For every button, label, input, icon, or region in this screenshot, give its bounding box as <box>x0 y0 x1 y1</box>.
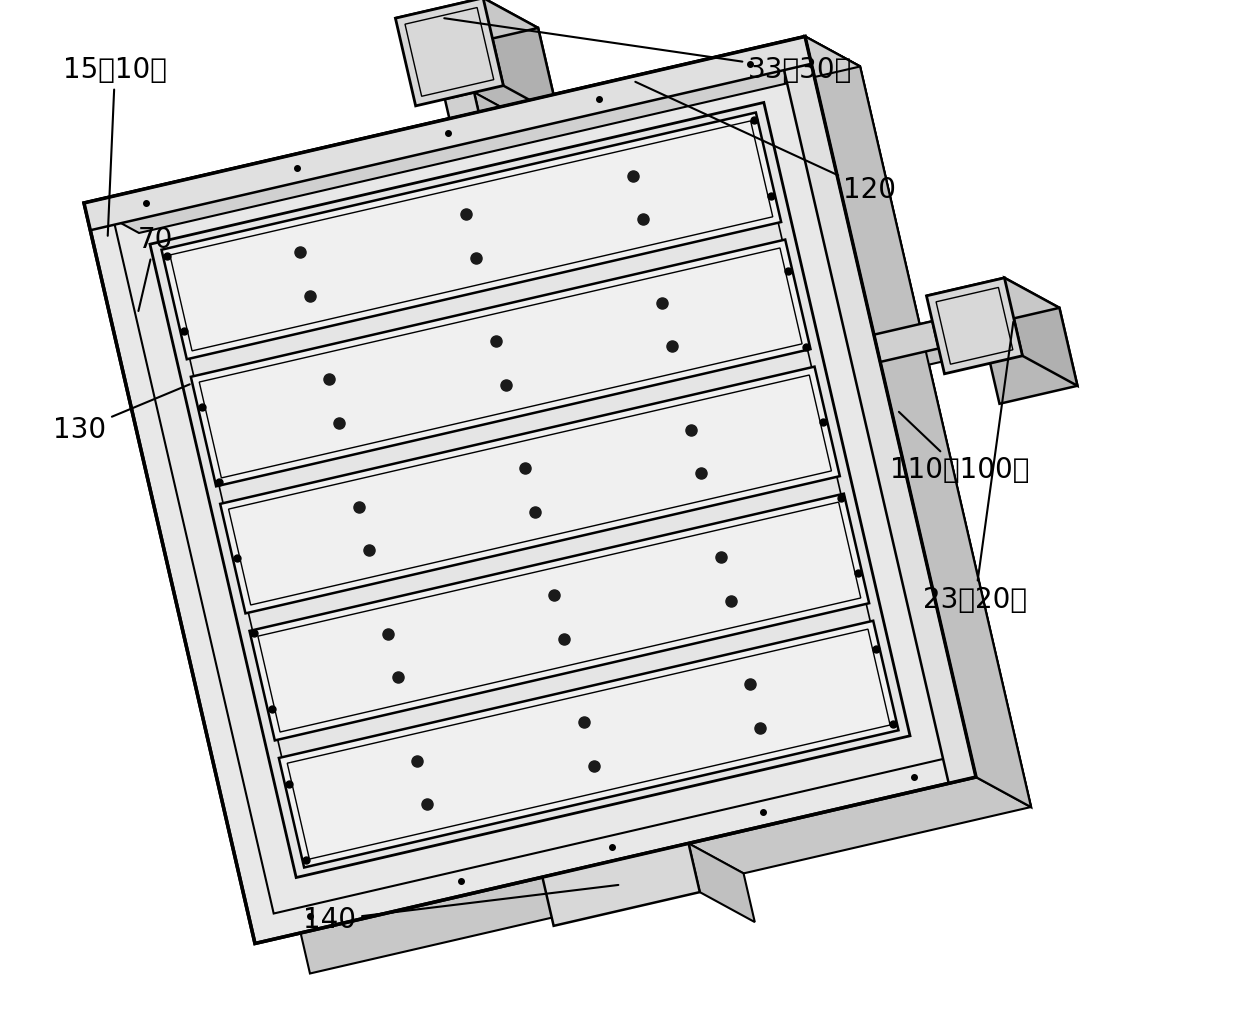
Polygon shape <box>396 0 538 48</box>
Polygon shape <box>484 0 558 115</box>
Text: 140: 140 <box>304 885 619 934</box>
Polygon shape <box>777 36 976 784</box>
Text: 33（30）: 33（30） <box>444 19 852 84</box>
Polygon shape <box>926 278 1023 374</box>
Polygon shape <box>139 67 1030 973</box>
Polygon shape <box>805 36 1030 808</box>
Polygon shape <box>805 36 1030 808</box>
Polygon shape <box>450 28 558 136</box>
Text: 130: 130 <box>53 384 190 444</box>
Polygon shape <box>191 240 811 486</box>
Text: 23（20）: 23（20） <box>923 321 1027 614</box>
Polygon shape <box>688 844 755 922</box>
Polygon shape <box>874 321 939 362</box>
Text: 15（10）: 15（10） <box>63 56 167 236</box>
Polygon shape <box>279 621 899 867</box>
Polygon shape <box>926 278 1059 325</box>
Polygon shape <box>542 844 744 907</box>
Polygon shape <box>249 493 869 741</box>
Polygon shape <box>150 102 910 878</box>
Polygon shape <box>84 36 811 231</box>
Text: 120: 120 <box>635 81 897 204</box>
Polygon shape <box>982 308 1078 404</box>
Polygon shape <box>445 93 479 118</box>
Polygon shape <box>874 321 987 365</box>
Polygon shape <box>84 36 861 233</box>
Polygon shape <box>396 0 503 106</box>
Polygon shape <box>474 93 533 142</box>
Polygon shape <box>221 367 839 614</box>
Polygon shape <box>542 844 699 926</box>
Polygon shape <box>84 36 976 943</box>
Polygon shape <box>161 112 781 359</box>
Polygon shape <box>445 93 529 129</box>
Text: 70: 70 <box>138 226 172 311</box>
Polygon shape <box>84 36 861 233</box>
Polygon shape <box>1004 278 1078 386</box>
Text: 110（100）: 110（100） <box>890 412 1029 484</box>
